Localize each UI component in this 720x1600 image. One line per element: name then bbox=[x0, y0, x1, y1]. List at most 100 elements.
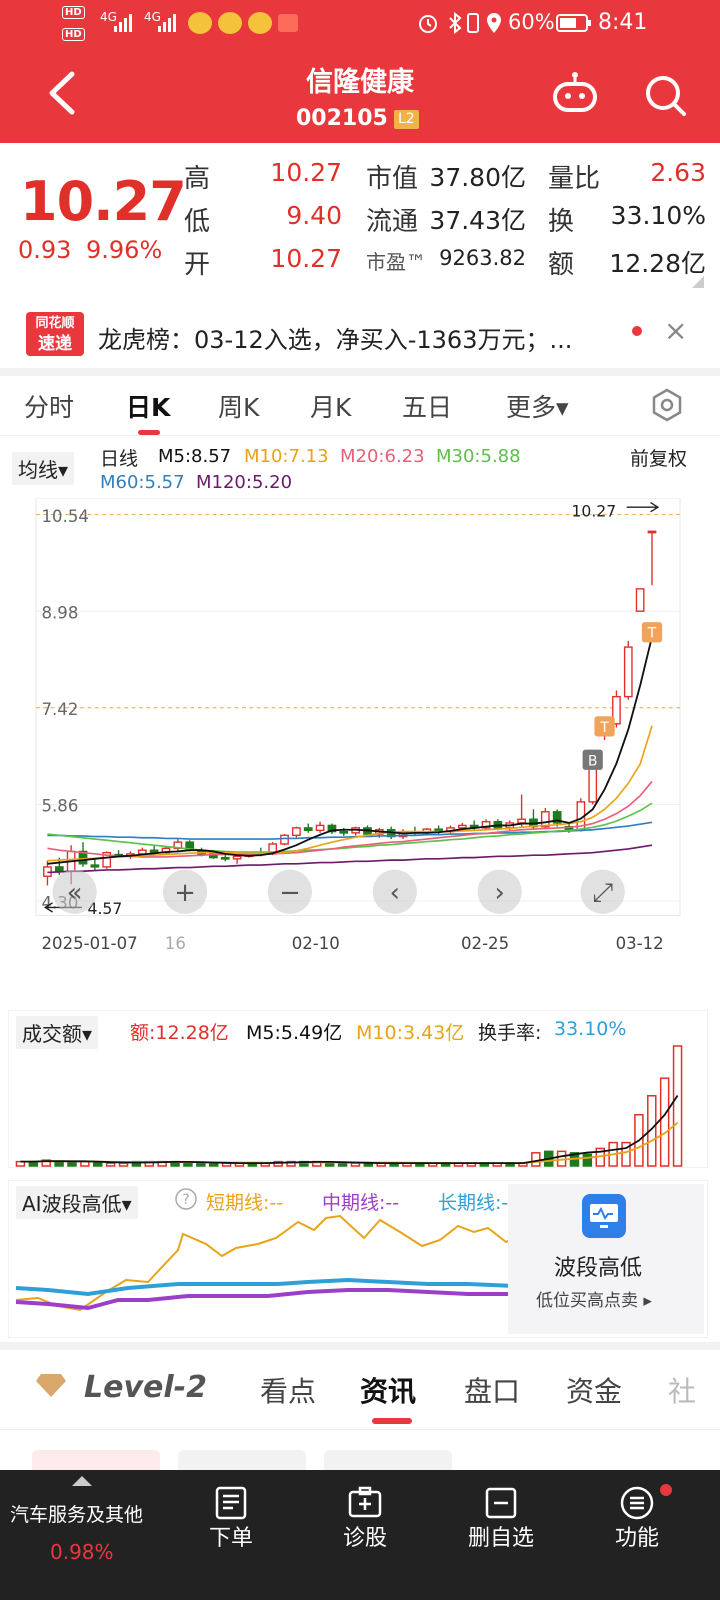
tab-weekly-k[interactable]: 周K bbox=[218, 393, 260, 422]
news-chip[interactable] bbox=[178, 1450, 306, 1470]
back-arrow-icon[interactable] bbox=[44, 70, 80, 116]
candle[interactable] bbox=[457, 824, 467, 829]
news-close-button[interactable]: × bbox=[664, 314, 688, 347]
robot-assistant-icon[interactable] bbox=[550, 70, 600, 114]
volume-chart[interactable] bbox=[8, 1010, 708, 1168]
adjust-mode-button[interactable]: 前复权 bbox=[630, 448, 688, 470]
volume-bar[interactable] bbox=[183, 1162, 193, 1167]
ai-wave-select[interactable]: AI波段高低▾ bbox=[16, 1186, 138, 1219]
candle[interactable] bbox=[54, 866, 64, 872]
volume-bar[interactable] bbox=[672, 1045, 683, 1167]
volume-bar[interactable] bbox=[582, 1153, 593, 1167]
candle[interactable] bbox=[292, 827, 301, 837]
settings-hexagon-icon[interactable] bbox=[650, 388, 684, 422]
volume-bar[interactable] bbox=[41, 1159, 51, 1167]
volume-bar[interactable] bbox=[647, 1095, 657, 1167]
tab-intraday[interactable]: 分时 bbox=[24, 393, 75, 422]
candle[interactable] bbox=[623, 646, 633, 698]
candle[interactable] bbox=[327, 824, 337, 833]
candle[interactable] bbox=[339, 830, 349, 834]
tab-highlights[interactable]: 看点 bbox=[260, 1375, 317, 1408]
ma20-value: M20:6.23 bbox=[340, 446, 425, 467]
candle[interactable] bbox=[102, 851, 112, 868]
remove-watchlist-icon[interactable] bbox=[484, 1486, 518, 1520]
candle[interactable] bbox=[635, 588, 645, 612]
tab-funds[interactable]: 资金 bbox=[566, 1375, 623, 1408]
candle[interactable] bbox=[280, 834, 289, 845]
tab-daily-k[interactable]: 日K bbox=[126, 393, 171, 422]
tab-news[interactable]: 资讯 bbox=[360, 1375, 417, 1408]
candle[interactable] bbox=[612, 695, 621, 725]
news-ticker[interactable] bbox=[0, 296, 720, 368]
tab-community[interactable]: 社 bbox=[668, 1375, 697, 1408]
nav-diagnose[interactable]: 诊股 bbox=[342, 1526, 387, 1551]
volume-bar[interactable] bbox=[67, 1160, 77, 1167]
tab-level2[interactable]: Level-2 bbox=[84, 1370, 207, 1405]
nav-remove-watchlist[interactable]: 删自选 bbox=[467, 1526, 534, 1551]
volume-type-select[interactable]: 成交额▾ bbox=[16, 1016, 99, 1049]
kline-chart[interactable]: 10.548.987.425.864.3010.274.57TTB2025-01… bbox=[8, 498, 708, 958]
chart-fullscreen-button[interactable]: ⤢ bbox=[580, 869, 625, 914]
news-chip[interactable] bbox=[324, 1450, 452, 1470]
news-chip[interactable] bbox=[32, 1450, 160, 1470]
candle[interactable] bbox=[588, 764, 598, 803]
volume-bar[interactable] bbox=[105, 1162, 116, 1167]
volume-bar[interactable] bbox=[621, 1141, 631, 1167]
menu-icon[interactable] bbox=[620, 1486, 654, 1520]
news-logo-line1: 同花顺 bbox=[35, 316, 75, 331]
volume-bar[interactable] bbox=[273, 1160, 283, 1167]
candle[interactable] bbox=[481, 821, 491, 829]
candle[interactable] bbox=[552, 811, 562, 824]
volume-bar[interactable] bbox=[196, 1162, 206, 1167]
candle[interactable] bbox=[647, 530, 657, 534]
chart-zoom-in-button[interactable]: + bbox=[162, 869, 208, 914]
candle[interactable] bbox=[220, 856, 230, 860]
candle[interactable] bbox=[78, 850, 88, 865]
help-icon[interactable]: ? bbox=[174, 1187, 198, 1211]
order-icon[interactable] bbox=[214, 1486, 248, 1520]
sell-signal-badge[interactable]: T bbox=[641, 622, 663, 643]
search-icon[interactable] bbox=[644, 74, 688, 118]
tab-order-book[interactable]: 盘口 bbox=[464, 1375, 521, 1408]
volume-bar[interactable] bbox=[118, 1162, 129, 1167]
expand-corner-icon[interactable] bbox=[690, 276, 704, 288]
chart-scroll-start-button[interactable]: « bbox=[52, 869, 97, 914]
indicator-type-select[interactable]: 均线▾ bbox=[12, 452, 75, 485]
candle[interactable] bbox=[90, 864, 100, 868]
candle[interactable] bbox=[232, 855, 242, 860]
nav-functions[interactable]: 功能 bbox=[614, 1526, 659, 1551]
tab-monthly-k[interactable]: 月K bbox=[310, 393, 352, 422]
candle[interactable] bbox=[303, 827, 313, 832]
candle[interactable] bbox=[540, 811, 550, 828]
wave-monitor-icon[interactable] bbox=[580, 1192, 628, 1240]
nav-order[interactable]: 下单 bbox=[208, 1526, 253, 1551]
candle[interactable] bbox=[517, 818, 526, 824]
chart-next-button[interactable]: › bbox=[477, 869, 522, 914]
volume-bar[interactable] bbox=[208, 1162, 219, 1167]
volume-bar[interactable] bbox=[350, 1162, 361, 1167]
stock-header: HD HD 4G 4G 60% 8:41 信隆健康 002105 L2 bbox=[0, 0, 720, 143]
volume-bar[interactable] bbox=[531, 1152, 541, 1167]
x-axis-label: 2025-01-07 bbox=[42, 934, 138, 953]
sector-name[interactable]: 汽车服务及其他 bbox=[10, 1504, 144, 1526]
wave-card-subtitle[interactable]: 低位买高点卖 ▸ bbox=[536, 1291, 652, 1311]
buy-signal-badge[interactable]: B bbox=[582, 749, 603, 770]
chart-zoom-out-button[interactable]: − bbox=[267, 869, 312, 914]
svg-text:+: + bbox=[174, 878, 196, 908]
ma10-line bbox=[47, 725, 653, 862]
volume-bar[interactable] bbox=[337, 1162, 348, 1167]
wave-card-title[interactable]: 波段高低 bbox=[554, 1256, 643, 1281]
tab-five-day[interactable]: 五日 bbox=[402, 393, 453, 422]
chart-prev-button[interactable]: ‹ bbox=[372, 869, 417, 914]
candle[interactable] bbox=[315, 824, 325, 832]
caret-up-icon[interactable] bbox=[72, 1474, 92, 1486]
volume-bar[interactable] bbox=[93, 1162, 103, 1167]
volume-bar[interactable] bbox=[324, 1162, 335, 1167]
tab-more[interactable]: 更多▾ bbox=[506, 393, 569, 422]
turnover-rate-label: 换手率: bbox=[478, 1022, 542, 1044]
volume-bar[interactable] bbox=[54, 1160, 64, 1167]
sell-signal-badge[interactable]: T bbox=[594, 716, 615, 737]
news-text[interactable]: 龙虎榜：03-12入选，净买入-1363万元；... bbox=[98, 326, 573, 354]
volume-bar[interactable] bbox=[659, 1077, 670, 1167]
diagnose-icon[interactable] bbox=[348, 1486, 382, 1520]
